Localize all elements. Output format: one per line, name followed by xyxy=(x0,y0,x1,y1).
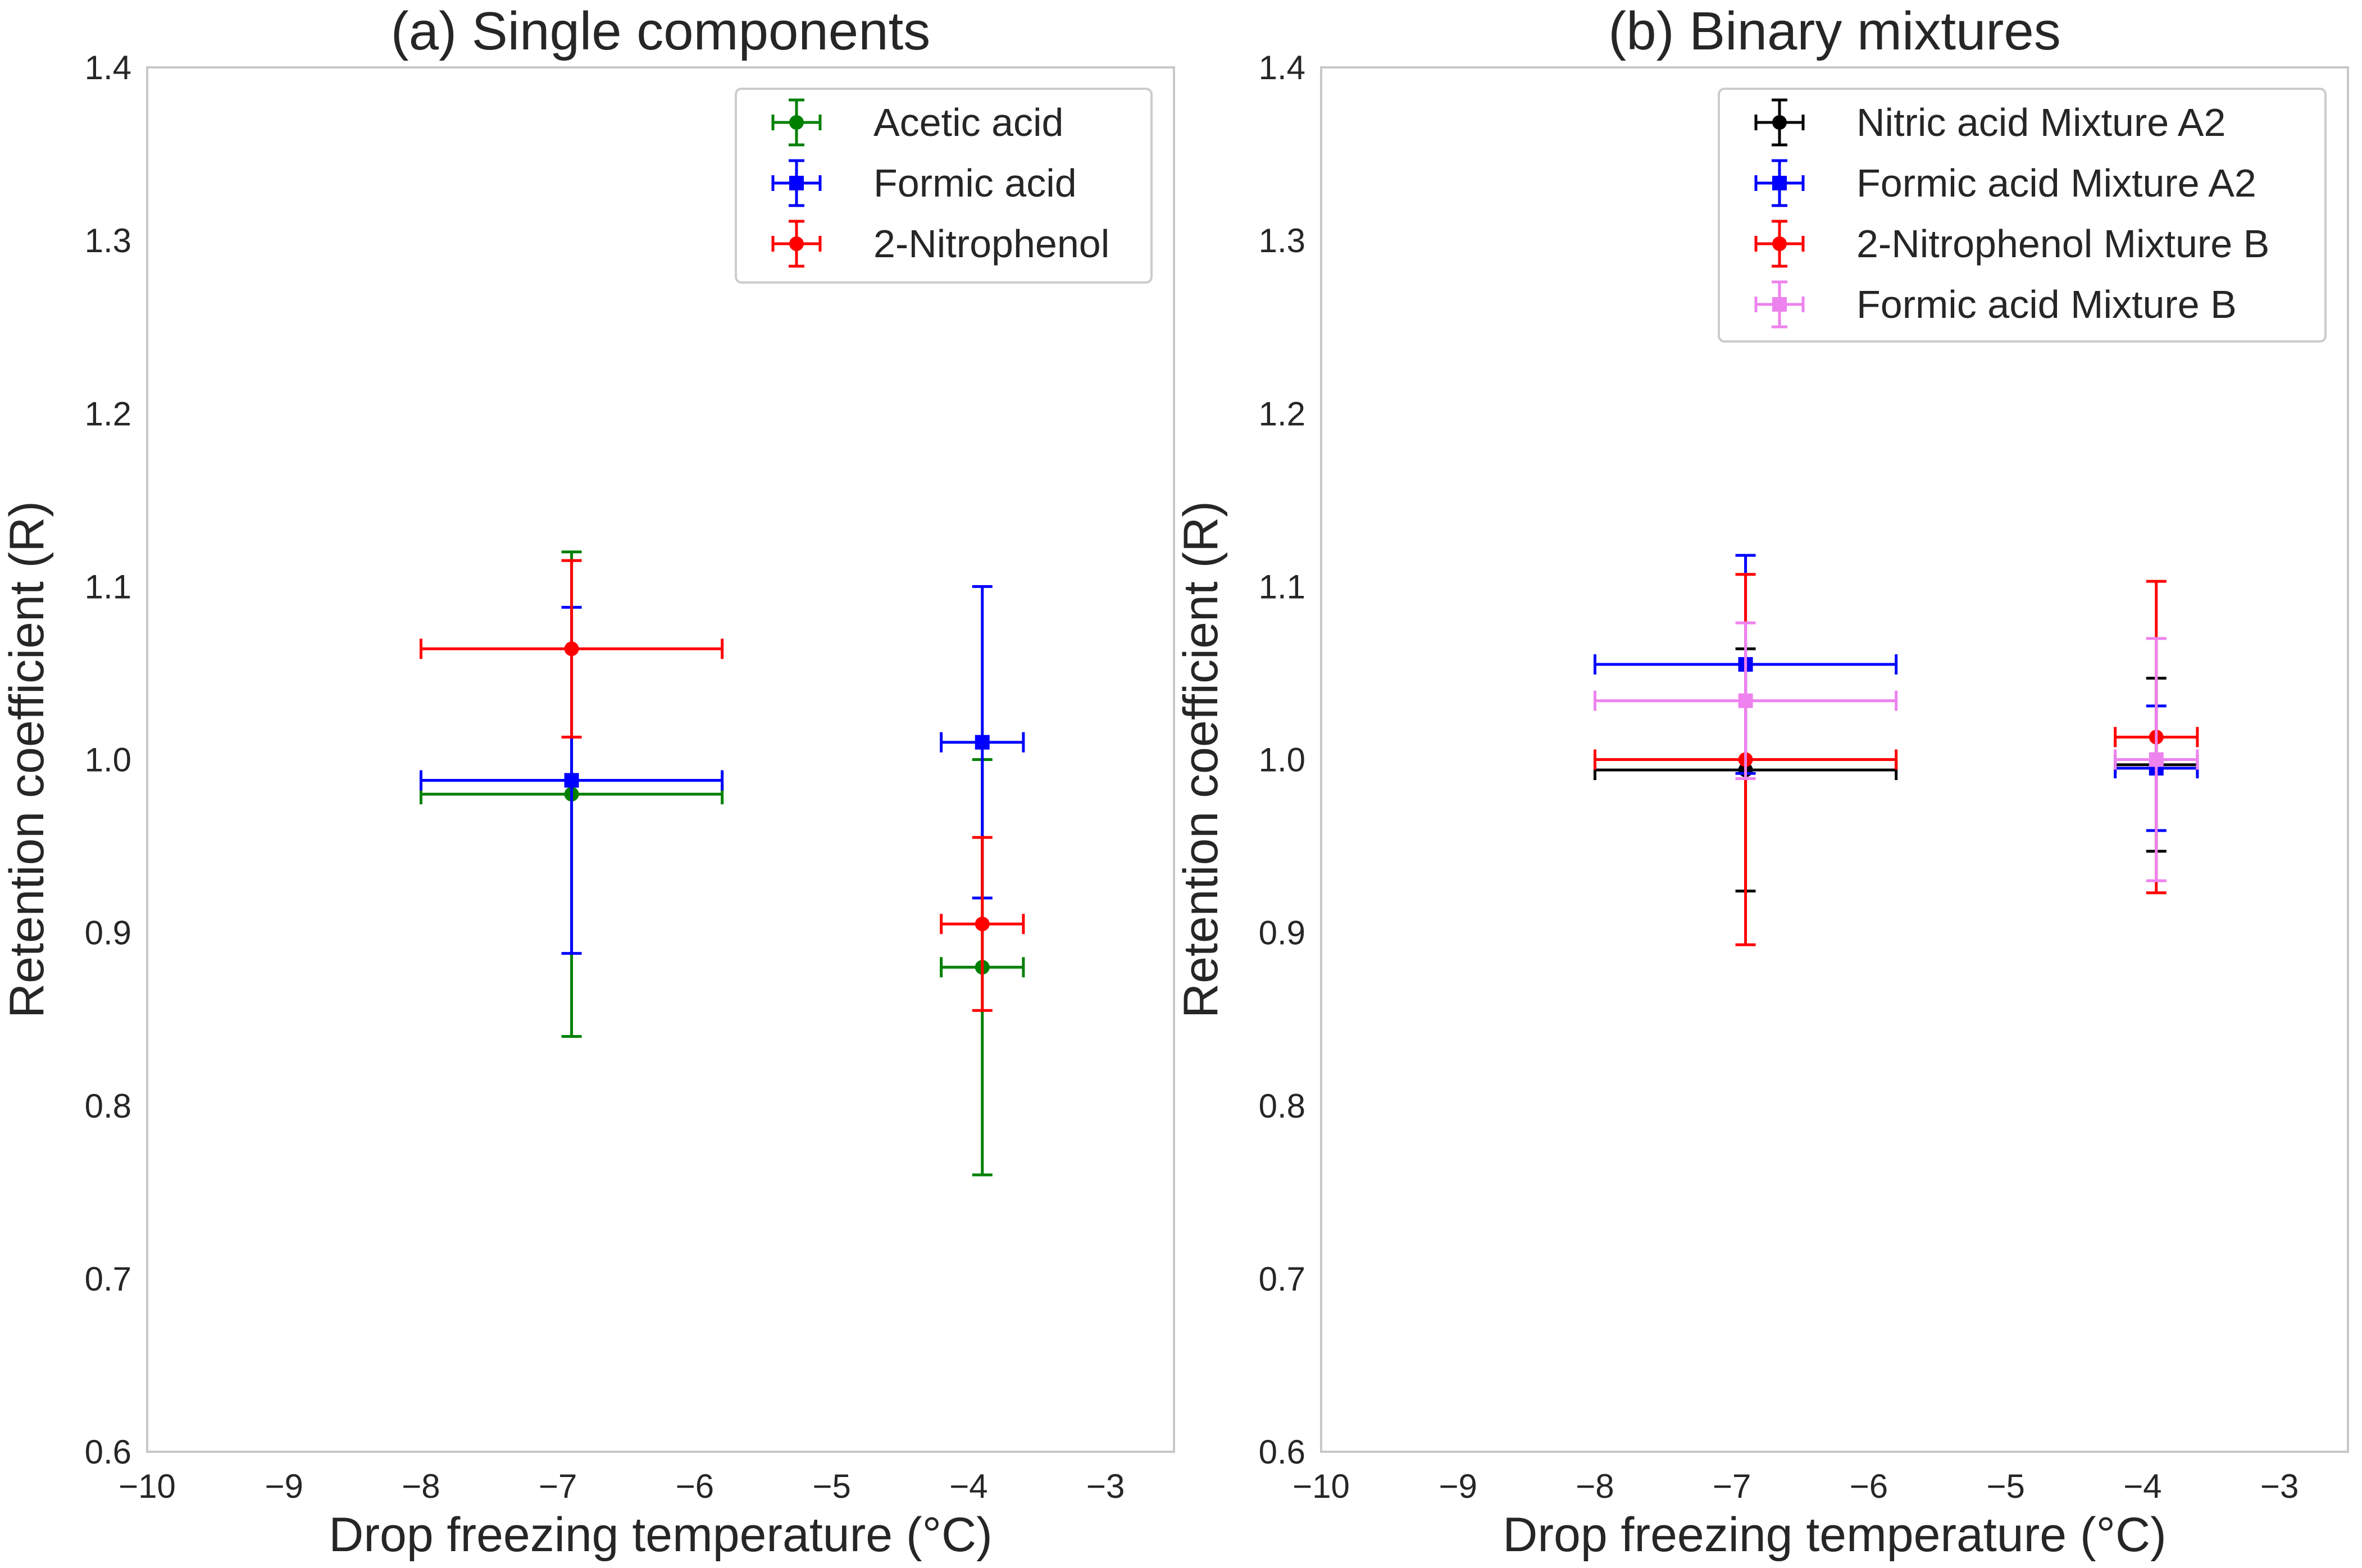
legend-handle xyxy=(1754,98,1805,147)
legend-entry-label: Formic acid Mixture B xyxy=(1856,282,2237,326)
x-axis-label: Drop freezing temperature (°C) xyxy=(329,1508,993,1562)
y-tick-label: 1.4 xyxy=(1259,49,1305,86)
y-tick-label: 1.4 xyxy=(85,49,131,86)
y-tick-label: 1.1 xyxy=(85,568,131,605)
x-tick-label: −6 xyxy=(676,1467,714,1505)
x-tick-label: −7 xyxy=(539,1467,577,1505)
legend-frame xyxy=(735,88,1153,284)
x-tick-label: −10 xyxy=(1292,1467,1350,1505)
legend-marker xyxy=(1772,115,1787,130)
y-tick-label: 0.6 xyxy=(85,1433,131,1471)
data-point xyxy=(564,641,579,657)
x-tick-label: −7 xyxy=(1713,1467,1751,1505)
x-tick-label: −8 xyxy=(402,1467,440,1505)
legend-handle xyxy=(771,98,822,147)
x-tick-label: −10 xyxy=(119,1467,176,1505)
chart-panel-b: (b) Binary mixtures −10 −9 −8 −7 −6 −5 −4 −3 0.6 0… xyxy=(1174,1,2349,1562)
legend-handle xyxy=(1754,280,1805,329)
legend-marker xyxy=(1772,236,1787,251)
legend-marker xyxy=(1772,297,1787,312)
x-tick-label: −4 xyxy=(949,1467,987,1505)
data-point xyxy=(1738,693,1753,708)
legend-entry-label: Nitric acid Mixture A2 xyxy=(1856,101,2226,144)
x-tick-label: −6 xyxy=(1850,1467,1888,1505)
legend-entry-label: 2-Nitrophenol xyxy=(873,222,1109,266)
x-tick-label: −9 xyxy=(265,1467,303,1505)
legend-entry-label: Formic acid xyxy=(873,161,1077,205)
y-tick-label: 0.6 xyxy=(1259,1433,1305,1471)
data-point xyxy=(975,735,990,750)
series-3 xyxy=(419,559,1025,1012)
legend-marker xyxy=(789,236,804,251)
y-axis-label: Retention coefficient (R) xyxy=(1174,501,1228,1018)
legend-handle xyxy=(771,159,822,207)
chart-panel-a: (a) Single components −10 −9 −8 −7 −6 −5 −4 −3 0.… xyxy=(0,1,1175,1562)
chart-title: (b) Binary mixtures xyxy=(1608,1,2061,61)
y-tick-label: 0.9 xyxy=(85,914,131,952)
legend-marker xyxy=(1772,176,1787,190)
legend-frame xyxy=(1718,88,2327,343)
legend-marker xyxy=(789,115,804,130)
y-tick-label: 1.2 xyxy=(85,395,131,432)
y-tick-label: 0.8 xyxy=(1259,1087,1305,1125)
chart-title: (a) Single components xyxy=(391,1,931,61)
x-tick-label: −9 xyxy=(1439,1467,1477,1505)
legend-entry-label: 2-Nitrophenol Mixture B xyxy=(1856,222,2269,266)
legend-handle xyxy=(1754,159,1805,207)
plot-area xyxy=(146,66,1175,1453)
x-tick-label: −3 xyxy=(2260,1467,2299,1505)
y-axis-label: Retention coefficient (R) xyxy=(0,501,54,1018)
y-tick-label: 0.8 xyxy=(85,1087,131,1125)
x-tick-label: −3 xyxy=(1086,1467,1125,1505)
legend-marker xyxy=(789,176,804,190)
x-tick-label: −5 xyxy=(812,1467,850,1505)
x-tick-label: −8 xyxy=(1576,1467,1614,1505)
x-tick-label: −4 xyxy=(2123,1467,2161,1505)
legend: Nitric acid Mixture A2 Formic acid Mixtur… xyxy=(1718,88,2327,343)
y-tick-label: 1.2 xyxy=(1259,395,1305,432)
y-tick-label: 0.7 xyxy=(1259,1260,1305,1298)
y-tick-label: 1.0 xyxy=(1259,741,1305,779)
y-tick-label: 1.1 xyxy=(1259,568,1305,605)
y-tick-label: 0.7 xyxy=(85,1260,131,1298)
legend-handle xyxy=(771,220,822,268)
x-tick-label: −5 xyxy=(1986,1467,2024,1505)
y-tick-label: 1.0 xyxy=(85,741,131,779)
data-point xyxy=(564,773,579,788)
x-axis-label: Drop freezing temperature (°C) xyxy=(1503,1508,2167,1562)
legend: Acetic acid Formic acid 2-Nitrophenol xyxy=(735,88,1153,284)
y-tick-label: 1.3 xyxy=(1259,222,1305,259)
legend-entry-label: Formic acid Mixture A2 xyxy=(1856,161,2256,205)
data-point xyxy=(2149,752,2164,767)
series-4 xyxy=(1593,621,2199,882)
y-tick-label: 0.9 xyxy=(1259,914,1305,952)
data-point xyxy=(975,917,990,932)
y-tick-label: 1.3 xyxy=(85,222,131,259)
legend-handle xyxy=(1754,220,1805,268)
legend-entry-label: Acetic acid xyxy=(873,101,1063,144)
